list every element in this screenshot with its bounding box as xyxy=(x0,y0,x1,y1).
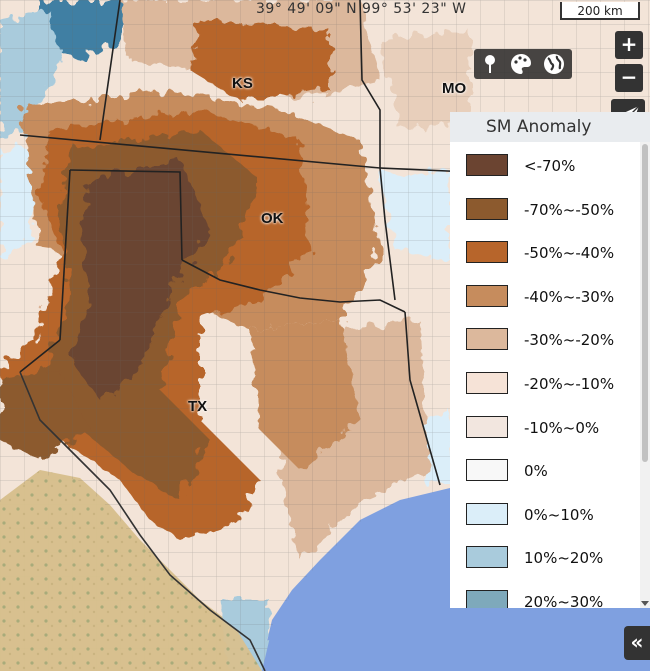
legend-title: SM Anomaly xyxy=(450,112,650,142)
state-label-tx: TX xyxy=(188,398,208,415)
legend-scroll-thumb[interactable] xyxy=(642,144,648,462)
legend-label: 10%~20% xyxy=(524,549,604,568)
legend-label: -50%~-40% xyxy=(524,244,615,263)
state-label-mo: MO xyxy=(442,80,467,97)
legend-swatch xyxy=(466,197,508,220)
legend-label: 0% xyxy=(524,462,548,481)
legend-label: -10%~0% xyxy=(524,418,600,437)
legend-swatch xyxy=(466,502,508,525)
map-toolbar xyxy=(474,49,572,79)
legend-label: <-70% xyxy=(524,157,576,175)
legend-panel[interactable]: SM Anomaly <-70% -70%~-50% -50%~-40% -40%~-… xyxy=(450,112,650,608)
legend-swatch xyxy=(466,284,508,307)
cursor-coordinates: 39° 49' 09" N 99° 53' 23" W xyxy=(256,1,467,17)
map-pin-icon[interactable] xyxy=(478,52,502,76)
zoom-in-button[interactable]: + xyxy=(615,31,643,59)
legend-swatch xyxy=(466,372,508,394)
legend-swatch xyxy=(466,546,508,569)
legend-swatch xyxy=(466,415,508,438)
legend-swatch xyxy=(466,328,508,351)
state-label-ks: KS xyxy=(232,75,253,92)
legend-label: 0%~10% xyxy=(524,505,594,524)
globe-icon[interactable] xyxy=(542,52,566,76)
zoom-out-button[interactable]: − xyxy=(615,64,643,92)
scale-bar: 200 km xyxy=(560,2,640,20)
collapse-panel-button[interactable]: « xyxy=(624,626,650,660)
legend-label: -30%~-20% xyxy=(524,331,615,350)
scroll-down-arrow-icon[interactable] xyxy=(641,601,649,606)
legend-label: -40%~-30% xyxy=(524,287,615,306)
legend-swatch xyxy=(466,241,508,264)
palette-icon[interactable] xyxy=(509,52,533,76)
legend-scrollbar[interactable] xyxy=(640,142,650,608)
legend-label: -20%~-10% xyxy=(524,375,615,393)
legend-label: 20%~30% xyxy=(524,593,604,608)
legend-swatch xyxy=(466,154,508,176)
state-label-ok: OK xyxy=(261,210,284,227)
legend-swatch xyxy=(466,590,508,608)
legend-label: -70%~-50% xyxy=(524,200,615,219)
legend-swatch xyxy=(466,459,508,482)
